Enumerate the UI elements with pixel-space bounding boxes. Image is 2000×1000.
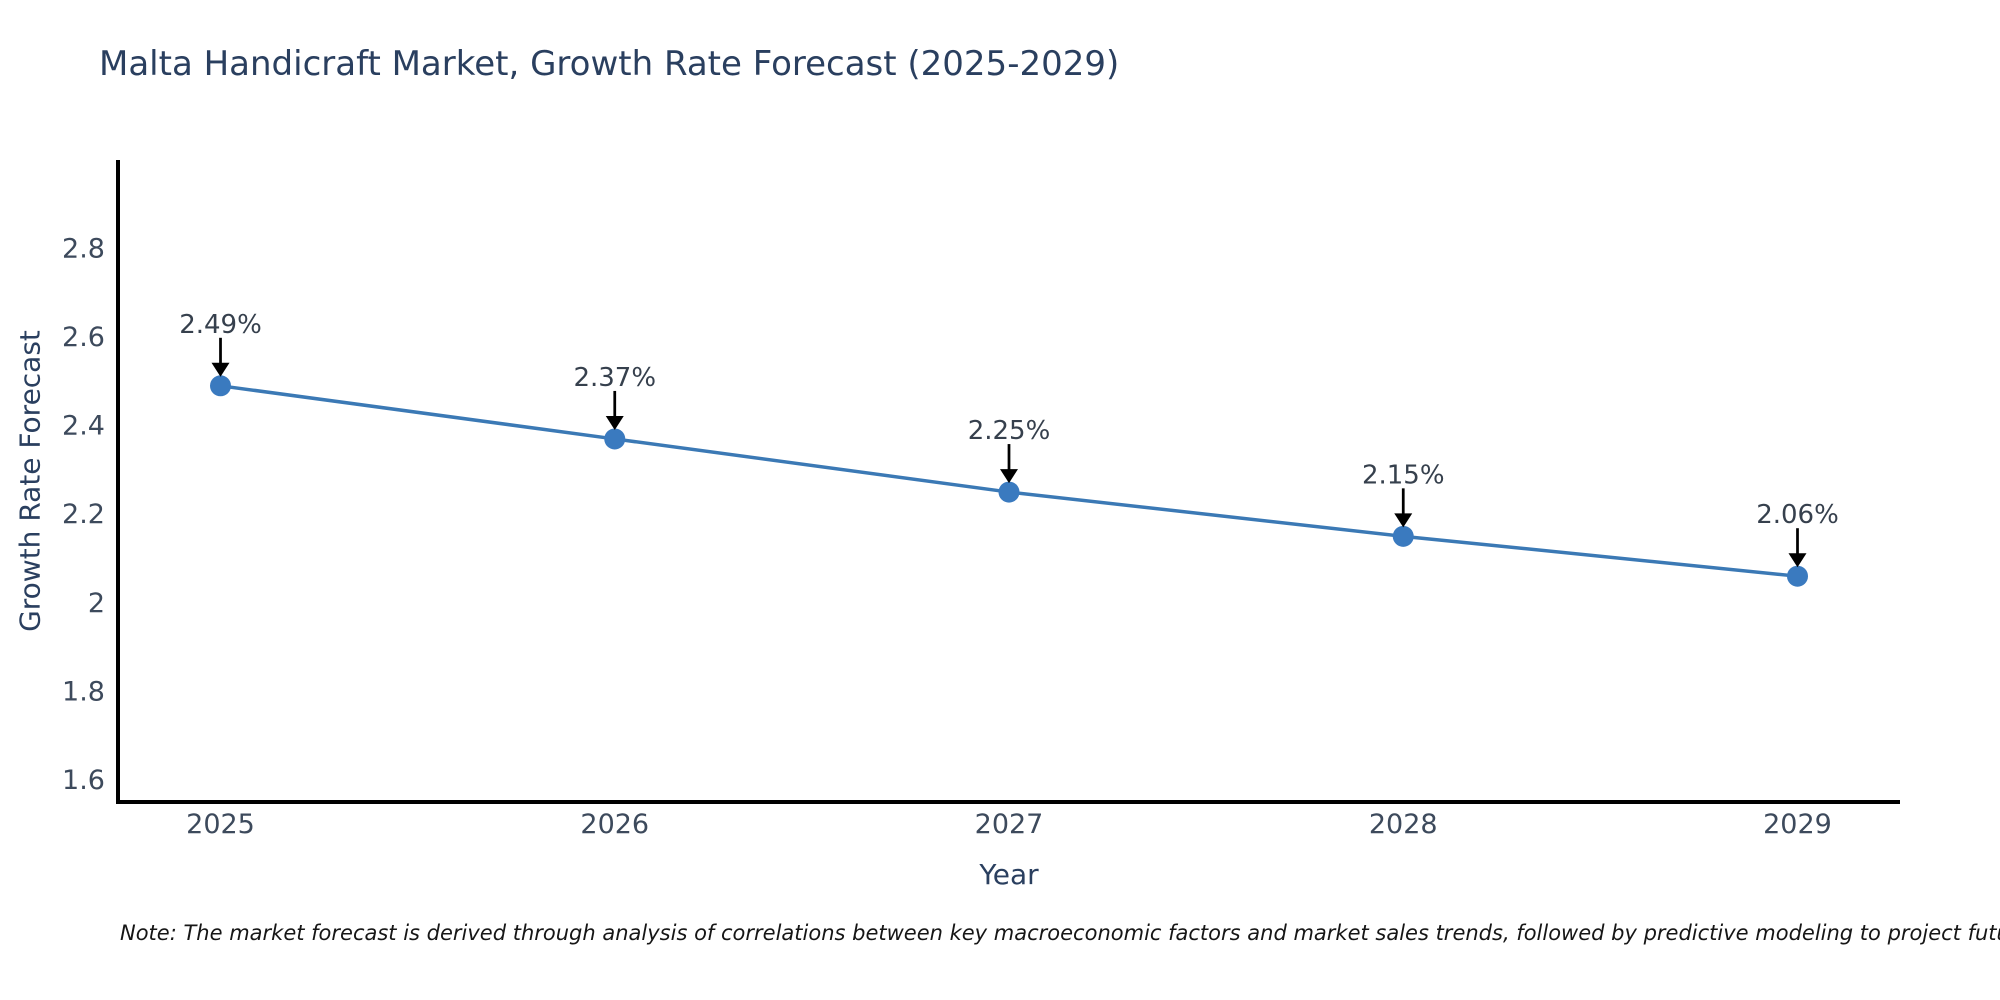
annotation-label: 2.06%: [1756, 500, 1839, 530]
data-point-marker: [604, 428, 626, 450]
annotation-label: 2.15%: [1362, 460, 1445, 490]
annotation-label: 2.25%: [968, 416, 1051, 446]
data-point-marker: [1392, 525, 1414, 547]
y-axis-title: Growth Rate Forecast: [13, 330, 47, 632]
y-tick-label: 1.6: [62, 765, 105, 796]
chart-title: Malta Handicraft Market, Growth Rate For…: [99, 44, 1120, 84]
annotation-arrowhead: [211, 362, 230, 377]
x-tick-label: 2029: [1763, 809, 1832, 840]
annotation-arrowhead: [1394, 513, 1413, 528]
y-tick-label: 2.6: [62, 322, 105, 353]
axis-spines: [116, 160, 1900, 804]
y-tick-label: 1.8: [62, 676, 105, 707]
data-point-marker: [1786, 565, 1808, 587]
footnote-text: Note: The market forecast is derived thr…: [120, 921, 2000, 945]
y-tick-label: 2.2: [62, 499, 105, 530]
y-tick-label: 2.8: [62, 234, 105, 265]
x-axis-title: Year: [979, 858, 1039, 891]
data-point-marker: [210, 375, 232, 397]
annotation-arrowhead: [1000, 469, 1018, 484]
x-tick-label: 2025: [186, 809, 255, 840]
y-tick-label: 2.4: [62, 411, 105, 442]
annotation-label: 2.49%: [179, 310, 262, 340]
y-tick-label: 2: [88, 588, 105, 619]
data-point-marker: [998, 481, 1020, 503]
x-tick-label: 2026: [580, 809, 649, 840]
annotation-label: 2.37%: [573, 363, 656, 393]
annotation-arrowhead: [1788, 553, 1807, 568]
annotation-arrowhead: [605, 415, 624, 430]
x-tick-label: 2027: [975, 809, 1044, 840]
x-tick-label: 2028: [1369, 809, 1438, 840]
